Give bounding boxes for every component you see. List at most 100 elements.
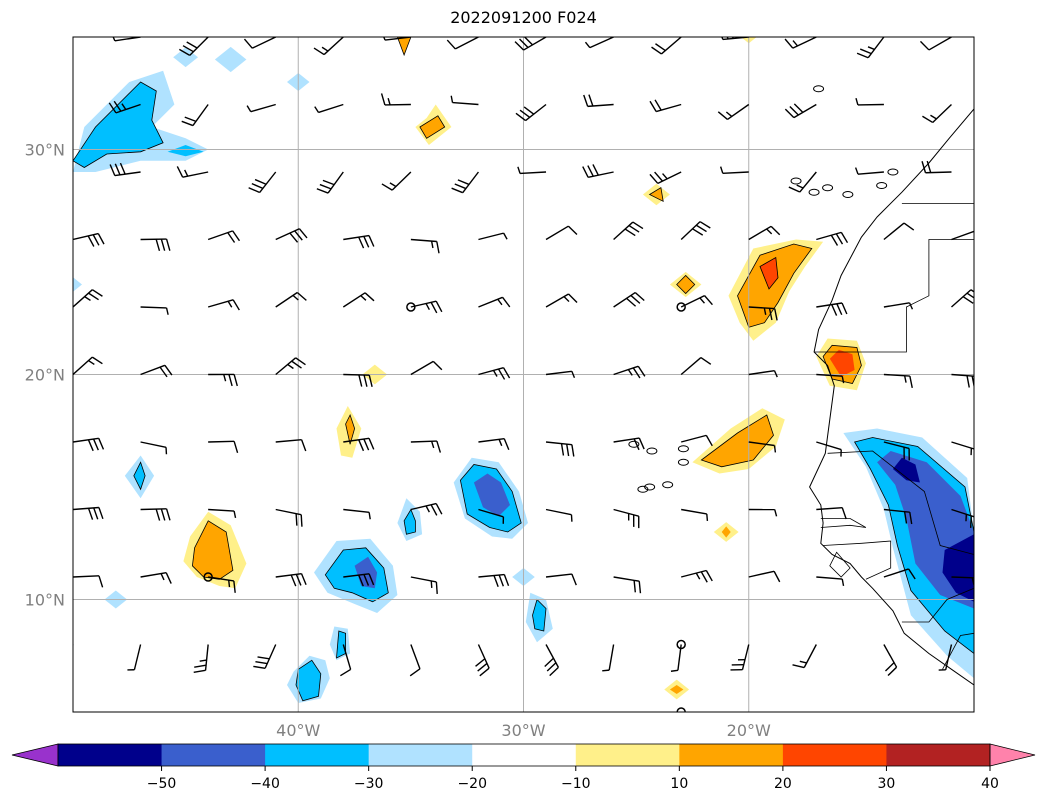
barb-flag: [121, 103, 127, 110]
wind-barb: [208, 440, 239, 453]
barb-flag: [155, 508, 161, 521]
barb-shaft: [275, 357, 297, 376]
warm-17n-core-contour: [345, 413, 356, 445]
colorbar-tick-label: −10: [561, 776, 591, 792]
barb-flag: [638, 437, 645, 450]
barb-shaft: [613, 508, 639, 517]
wind-barb: [649, 99, 682, 113]
barb-flag: [695, 572, 701, 580]
cold-mid2-l20-contour: [459, 464, 522, 533]
barb-shaft: [944, 644, 953, 671]
wind-barb: [478, 367, 511, 380]
barb-flag: [654, 99, 662, 111]
wind-barb: [938, 644, 953, 671]
wind-barb: [207, 299, 240, 311]
barb-flag: [930, 114, 937, 120]
barb-shaft: [73, 232, 99, 241]
barb-flag: [587, 165, 594, 177]
wind-barb: [681, 711, 682, 712]
wind-barb: [517, 166, 547, 175]
barb-flag: [141, 732, 147, 736]
barb-flag: [319, 183, 332, 190]
barb-flag: [179, 48, 191, 56]
barb-flag: [368, 374, 373, 387]
barb-flag: [228, 374, 233, 387]
barb-shaft: [275, 228, 300, 241]
barb-flag: [498, 574, 505, 587]
barb-shaft: [343, 373, 370, 376]
barb-flag: [182, 45, 194, 53]
barb-flag: [88, 360, 95, 365]
barb-flag: [404, 738, 415, 743]
country-border: [820, 518, 867, 528]
barb-flag: [232, 230, 241, 242]
barb-flag: [626, 297, 637, 307]
barb-shaft: [523, 37, 547, 51]
wind-barb: [919, 37, 952, 51]
barb-flag: [160, 238, 166, 251]
barb-flag: [119, 162, 126, 175]
barb-shaft: [250, 103, 276, 113]
wind-barb: [680, 294, 713, 308]
warm-canaries-l30-contour: [759, 256, 779, 290]
barb-shaft: [478, 437, 505, 443]
barb-shaft: [748, 225, 772, 241]
barb-shaft: [520, 171, 547, 175]
barb-flag: [246, 105, 252, 113]
warm-28n-core-contour: [648, 187, 664, 203]
barb-flag: [841, 302, 848, 315]
barb-flag: [793, 103, 804, 113]
cold-africa-l40b: [942, 534, 974, 602]
barb-flag: [523, 37, 534, 46]
barb-shaft: [251, 37, 277, 49]
barb-shaft: [192, 104, 209, 126]
barb-shaft: [410, 644, 421, 670]
barb-flag: [42, 99, 47, 110]
barb-flag: [50, 168, 53, 175]
wind-barb: [883, 222, 915, 241]
colorbar-tick-label: 40: [981, 776, 999, 792]
barb-flag: [98, 575, 104, 588]
wind-barb: [788, 171, 817, 193]
wind-barb: [253, 644, 277, 669]
barb-shaft: [932, 103, 952, 123]
barb-shaft: [140, 441, 167, 448]
barb-shaft: [208, 508, 235, 512]
barb-shaft: [182, 171, 209, 178]
barb-flag: [856, 52, 869, 59]
barb-shaft: [140, 711, 142, 712]
warm-13n-core: [721, 526, 731, 538]
lon-tick-label: 30°W: [501, 721, 545, 740]
barb-flag: [784, 108, 795, 119]
wind-barb: [681, 508, 709, 522]
barb-shaft: [883, 508, 910, 513]
wind-barb: [792, 644, 817, 669]
lat-tick-label: 10°N: [25, 591, 65, 610]
barb-shaft: [343, 573, 370, 578]
wind-barb: [50, 168, 74, 175]
barb-flag: [432, 360, 443, 371]
wind-barb: [922, 103, 952, 124]
wind-barb: [73, 289, 103, 308]
wind-barbs: [42, 37, 974, 743]
barb-flag: [358, 236, 365, 249]
wind-barb: [275, 508, 303, 527]
barb-shaft: [545, 293, 569, 308]
barb-flag: [503, 232, 508, 240]
wind-barb: [275, 439, 307, 452]
wind-barb: [340, 644, 352, 677]
barb-flag: [380, 93, 386, 106]
wind-barb: [478, 508, 505, 524]
colorbar-frame: [57, 743, 991, 767]
barb-flag: [700, 571, 708, 583]
barb-flag: [903, 375, 907, 383]
barb-flag: [92, 289, 103, 297]
barb-shaft: [816, 441, 842, 451]
wind-barb: [176, 166, 209, 178]
barb-flag: [773, 445, 777, 453]
barb-flag: [704, 295, 713, 306]
wind-barb: [613, 576, 642, 594]
barb-flag: [903, 222, 915, 231]
barb-shaft: [462, 171, 480, 194]
barb-flag: [114, 163, 121, 176]
